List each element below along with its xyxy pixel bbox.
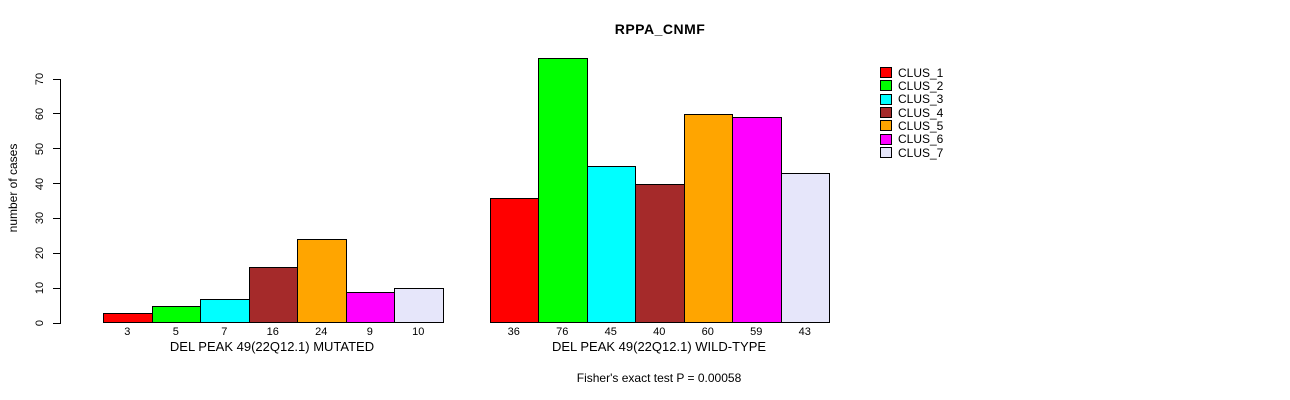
legend-label: CLUS_1 <box>898 65 944 80</box>
group-label-wildtype: DEL PEAK 49(22Q12.1) WILD-TYPE <box>551 339 767 354</box>
y-axis-tick-label: 60 <box>34 107 46 120</box>
bar-value-label: 36 <box>507 326 520 338</box>
bar-value-label: 5 <box>172 326 179 338</box>
y-axis-tick <box>53 78 60 80</box>
bar-clus_1-group2 <box>489 197 539 323</box>
legend-label: CLUS_2 <box>898 78 944 93</box>
bar-clus_6-group1 <box>345 291 395 323</box>
bar-value-label: 60 <box>701 326 714 338</box>
bar-clus_4-group1 <box>248 267 298 323</box>
bar-value-label: 76 <box>556 326 569 338</box>
legend-label: CLUS_7 <box>898 145 944 160</box>
legend-label: CLUS_5 <box>898 118 944 133</box>
legend-swatch-clus_6 <box>880 133 892 145</box>
legend-swatch-clus_1 <box>880 67 892 78</box>
y-axis-line <box>60 79 61 324</box>
y-axis-tick-label: 10 <box>34 282 46 295</box>
legend-item-clus_6: CLUS_6 <box>880 132 944 147</box>
legend-swatch-clus_7 <box>880 147 892 159</box>
legend-item-clus_1: CLUS_1 <box>880 65 944 80</box>
bar-clus_5-group2 <box>683 113 733 323</box>
bar-clus_3-group1 <box>200 298 250 323</box>
legend-item-clus_3: CLUS_3 <box>880 92 944 107</box>
y-axis-tick-label: 30 <box>34 212 46 225</box>
bar-clus_4-group2 <box>635 183 685 323</box>
bar-value-label: 9 <box>366 326 373 338</box>
legend-swatch-clus_2 <box>880 80 892 92</box>
legend-item-clus_2: CLUS_2 <box>880 78 944 93</box>
y-axis-tick-label: 40 <box>34 177 46 190</box>
legend-item-clus_4: CLUS_4 <box>880 105 944 120</box>
y-axis-tick-label: 0 <box>34 319 46 327</box>
bar-value-label: 7 <box>221 326 228 338</box>
bar-value-label: 16 <box>266 326 279 338</box>
bar-value-label: 24 <box>315 326 328 338</box>
bar-clus_2-group2 <box>538 58 588 323</box>
fisher-test-footnote: Fisher's exact test P = 0.00058 <box>576 371 742 385</box>
bar-clus_7-group2 <box>780 173 830 323</box>
y-axis-tick-label: 70 <box>34 72 46 86</box>
chart-title: RPPA_CNMF <box>614 21 706 37</box>
legend-label: CLUS_4 <box>898 105 944 120</box>
bar-clus_1-group1 <box>103 312 153 323</box>
group-label-mutated: DEL PEAK 49(22Q12.1) MUTATED <box>169 339 375 354</box>
y-axis-tick-label: 50 <box>34 142 46 155</box>
legend-swatch-clus_3 <box>880 93 892 105</box>
y-axis-tick <box>53 252 60 254</box>
bar-value-label: 3 <box>124 326 131 338</box>
y-axis-label: number of cases <box>6 143 20 233</box>
y-axis-tick <box>53 287 60 289</box>
legend-item-clus_7: CLUS_7 <box>880 145 944 160</box>
legend-label: CLUS_3 <box>898 92 944 107</box>
y-axis-tick <box>53 113 60 115</box>
legend-label: CLUS_6 <box>898 132 944 147</box>
bar-clus_6-group2 <box>732 117 782 323</box>
legend-swatch-clus_4 <box>880 107 892 119</box>
y-axis-tick-label: 20 <box>34 247 46 260</box>
legend-item-clus_5: CLUS_5 <box>880 118 944 133</box>
bar-value-label: 43 <box>798 326 811 338</box>
legend-swatch-clus_5 <box>880 120 892 132</box>
y-axis-tick <box>53 148 60 150</box>
bar-value-label: 59 <box>750 326 763 338</box>
bar-value-label: 45 <box>604 326 617 338</box>
bar-clus_5-group1 <box>297 239 347 323</box>
bar-value-label: 40 <box>653 326 666 338</box>
bar-clus_2-group1 <box>151 305 201 323</box>
bar-clus_7-group1 <box>394 288 444 323</box>
y-axis-tick <box>53 322 60 324</box>
y-axis-tick <box>53 183 60 185</box>
y-axis-tick <box>53 217 60 219</box>
bar-clus_3-group2 <box>586 166 636 323</box>
bar-value-label: 10 <box>412 326 425 338</box>
